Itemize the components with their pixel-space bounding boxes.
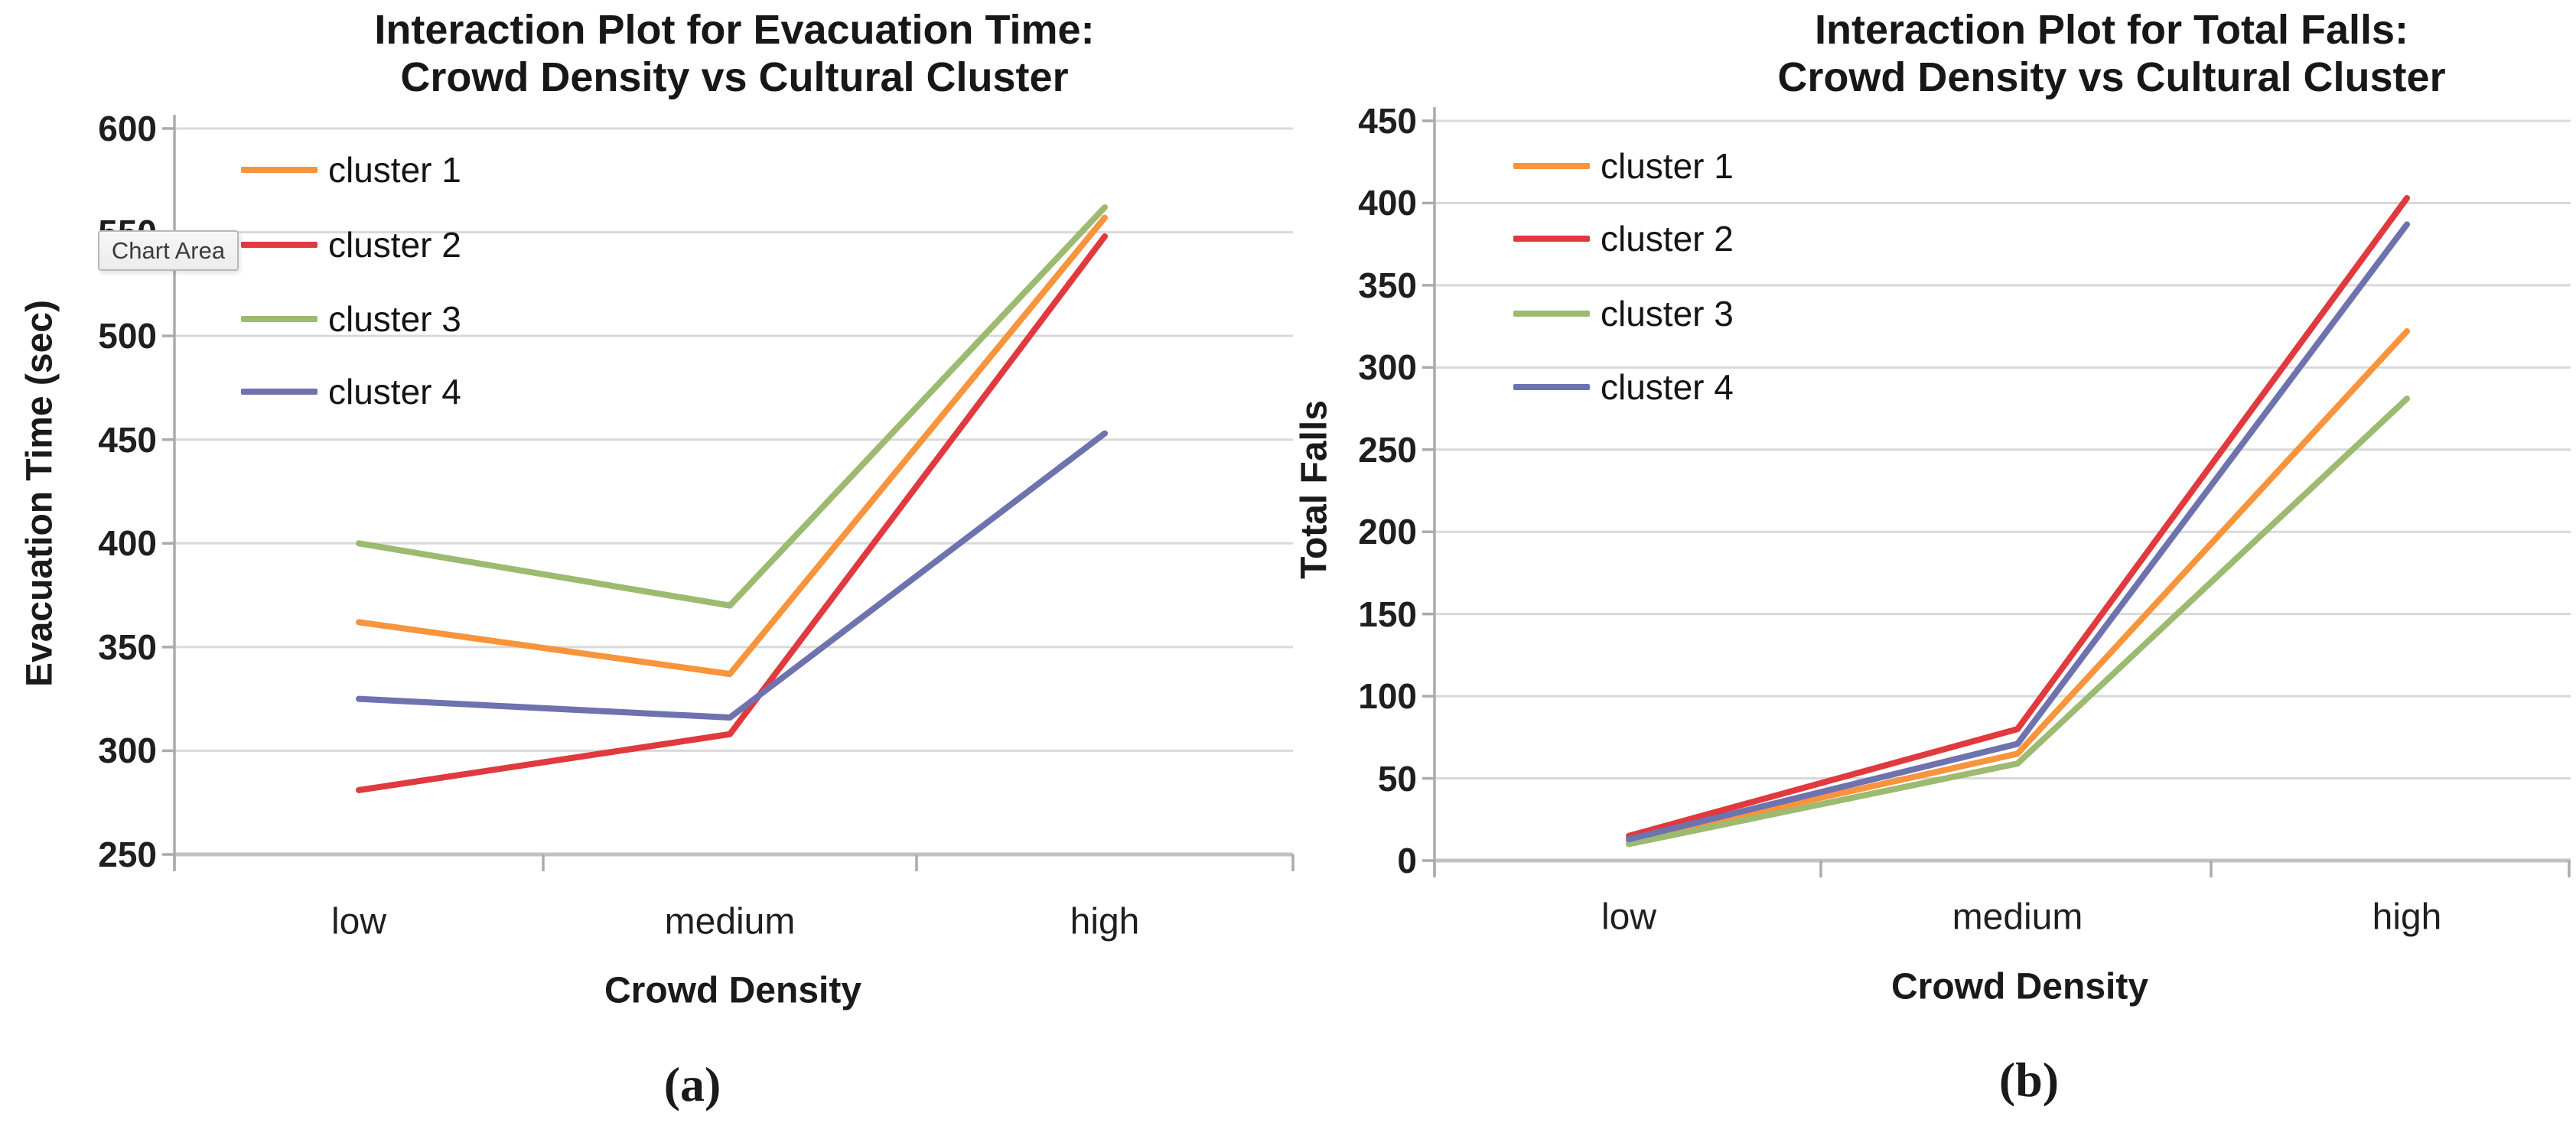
chart-area-tooltip[interactable]: Chart Area [98,230,239,271]
ytick-400: 400 [98,523,157,564]
series-line-cluster-3[interactable] [356,204,1108,609]
ytick-250: 250 [98,835,157,874]
ytick-350: 350 [98,626,157,667]
chart-b-title-line1: Interaction Plot for Total Falls: [1814,7,2409,53]
legend-item-cluster-1[interactable]: cluster 1 [241,149,461,190]
ytick-300: 300 [1358,347,1417,388]
legend-item-cluster-4[interactable]: cluster 4 [241,371,461,412]
legend-item-cluster-3[interactable]: cluster 3 [1513,293,1734,334]
series-line-cluster-2[interactable] [356,233,1108,793]
cluster-1-line-swatch [241,167,318,173]
legend-item-cluster-3[interactable]: cluster 3 [241,298,461,340]
series-line-cluster-1[interactable] [356,214,1108,678]
legend-item-cluster-2[interactable]: cluster 2 [241,224,461,265]
legend-item-cluster-4[interactable]: cluster 4 [1513,366,1734,408]
legend-label: cluster 2 [328,225,461,265]
ytick-200: 200 [1358,512,1417,552]
legend-label: cluster 1 [328,150,461,190]
cluster-4-line-swatch [241,389,318,395]
ytick-450: 450 [98,419,157,460]
xtick-low: low [331,901,387,942]
legend-label: cluster 1 [1601,146,1734,186]
chart-a-caption: (a) [663,1057,721,1111]
series-line-cluster-1[interactable] [1626,328,2410,844]
ytick-450: 450 [1358,101,1417,141]
ytick-100: 100 [1358,676,1417,717]
cluster-3-line-swatch [241,316,318,322]
legend-item-cluster-1[interactable]: cluster 1 [1513,145,1734,187]
cluster-2-line-swatch [241,242,318,248]
chart-a-title-line2: Crowd Density vs Cultural Cluster [400,54,1069,100]
legend-label: cluster 3 [328,299,461,339]
series-line-cluster-2[interactable] [1626,194,2410,839]
cluster-4-line-swatch [1513,384,1590,390]
ytick-50: 50 [1377,758,1417,799]
cluster-3-line-swatch [1513,311,1590,317]
ytick-350: 350 [1358,265,1417,305]
legend-label: cluster 3 [1601,294,1734,334]
xtick-low: low [1601,897,1657,938]
chart-b-title: Interaction Plot for Total Falls: Crowd … [1630,6,2576,101]
xtick-high: high [2372,897,2442,938]
chart-a-title-line1: Interaction Plot for Evacuation Time: [374,7,1095,53]
ytick-250: 250 [1358,429,1417,470]
ytick-150: 150 [1358,594,1417,634]
chart-a-title: Interaction Plot for Evacuation Time: Cr… [252,6,1216,101]
legend-label: cluster 4 [1601,367,1734,407]
cluster-2-line-swatch [1513,236,1590,242]
chart-a-x-axis-title: Crowd Density [604,970,862,1011]
legend-item-cluster-2[interactable]: cluster 2 [1513,218,1734,259]
chart-b-title-line2: Crowd Density vs Cultural Cluster [1777,54,2446,100]
xtick-high: high [1070,901,1140,942]
series-line-cluster-3[interactable] [1626,395,2410,848]
ytick-0: 0 [1397,841,1417,880]
legend-label: cluster 2 [1601,219,1734,259]
xtick-medium: medium [1952,897,2083,938]
series-line-cluster-4[interactable] [1626,221,2410,843]
series-line-cluster-4[interactable] [356,430,1108,721]
ytick-600: 600 [98,109,157,148]
chart-area-tooltip-label: Chart Area [111,236,226,264]
ytick-500: 500 [98,316,157,356]
chart-b-x-axis-title: Crowd Density [1890,966,2149,1007]
ytick-300: 300 [98,731,157,771]
chart-b-caption: (b) [1998,1053,2060,1107]
legend-label: cluster 4 [328,372,461,412]
ytick-400: 400 [1358,183,1417,223]
xtick-medium: medium [664,901,796,942]
cluster-1-line-swatch [1513,163,1590,169]
